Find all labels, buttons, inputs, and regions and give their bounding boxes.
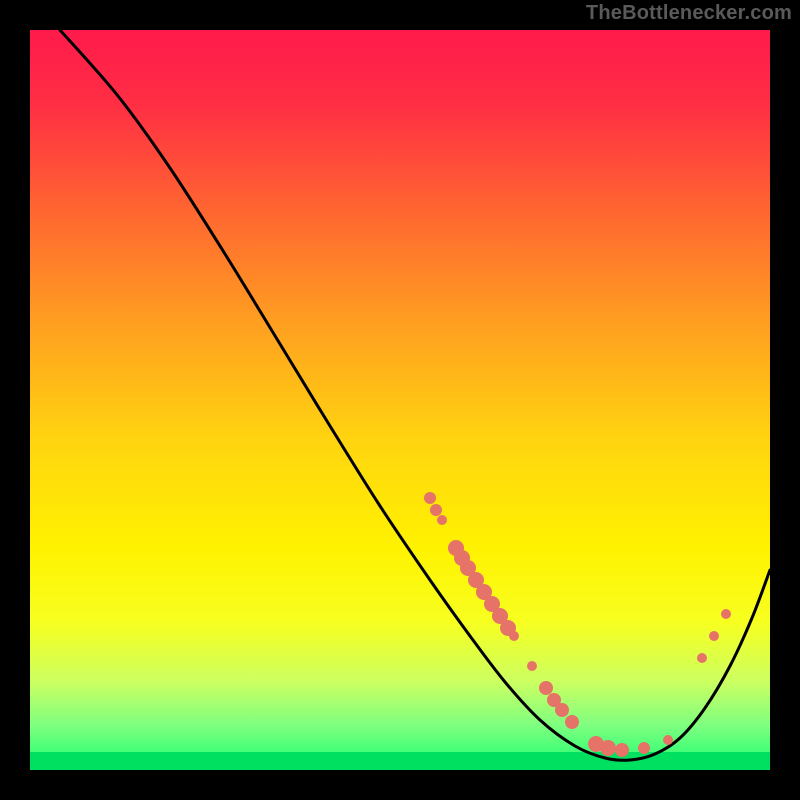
chart-container: TheBottlenecker.com <box>0 0 800 800</box>
data-marker <box>721 609 731 619</box>
data-marker <box>663 735 673 745</box>
gradient-background <box>30 30 770 770</box>
data-marker <box>709 631 719 641</box>
data-marker <box>527 661 537 671</box>
plot-area <box>30 30 770 770</box>
data-marker <box>697 653 707 663</box>
data-marker <box>638 742 650 754</box>
bottleneck-curve-chart <box>0 0 800 800</box>
data-marker <box>430 504 442 516</box>
data-marker <box>539 681 553 695</box>
data-marker <box>600 740 616 756</box>
data-marker <box>437 515 447 525</box>
bottom-green-band <box>30 752 770 770</box>
data-marker <box>615 743 629 757</box>
data-marker <box>424 492 436 504</box>
attribution-label: TheBottlenecker.com <box>586 2 792 25</box>
data-marker <box>555 703 569 717</box>
data-marker <box>565 715 579 729</box>
data-marker <box>509 631 519 641</box>
